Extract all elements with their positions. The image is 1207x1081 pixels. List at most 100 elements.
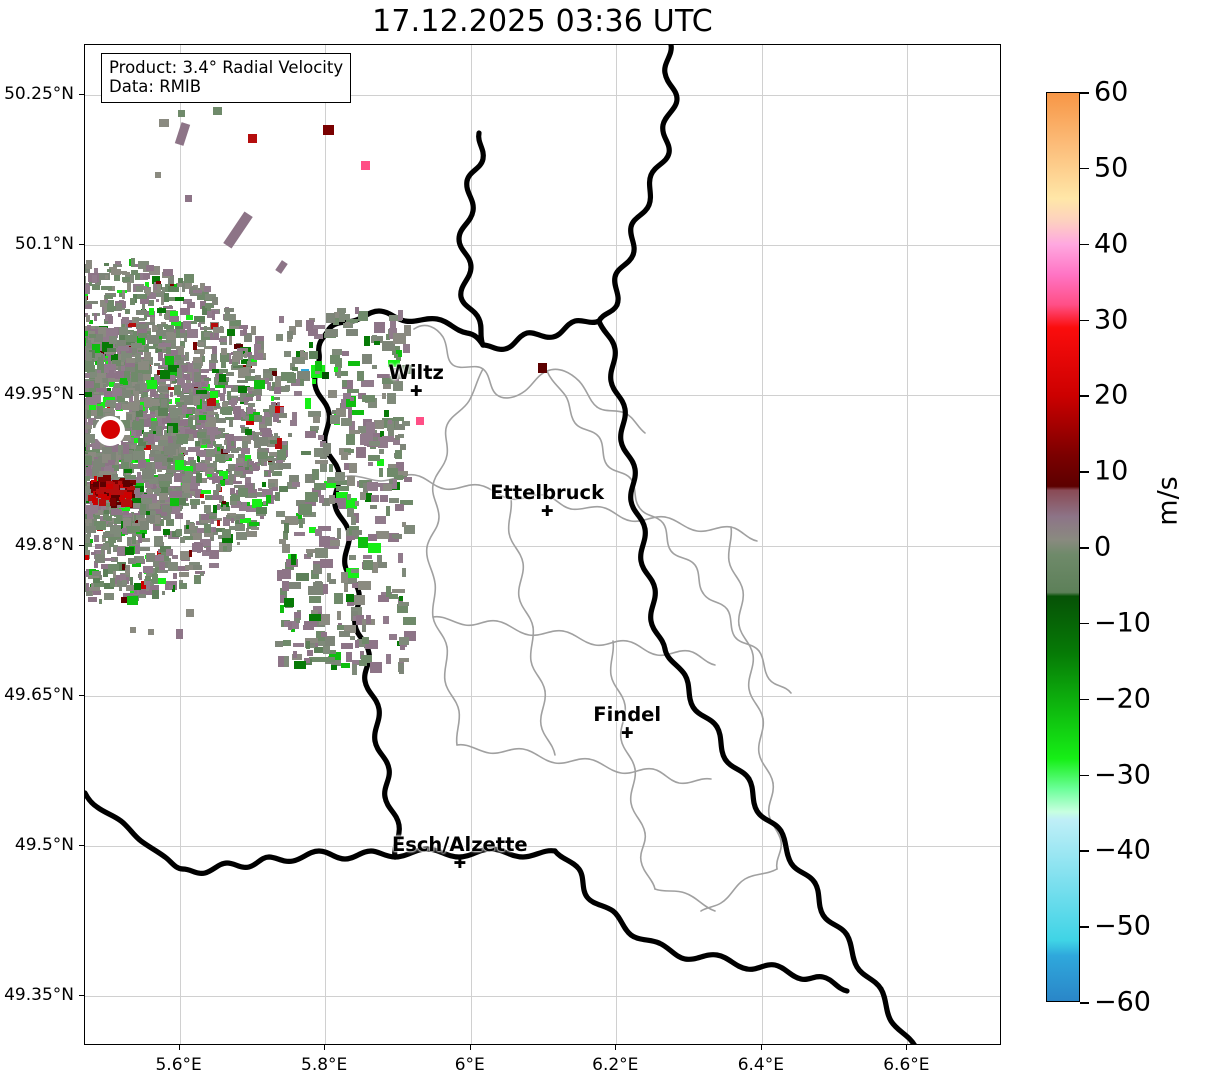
radar-clutter-cell [391,367,402,379]
radar-clutter-cell [132,412,138,418]
radar-clutter-cell [271,470,282,476]
radar-clutter-cell [154,291,165,298]
radar-clutter-cell [85,463,93,473]
radar-clutter-cell [145,581,150,590]
radar-clutter-cell [363,336,370,347]
radar-clutter-cell [193,565,203,571]
radar-clutter-cell [194,482,200,487]
radar-clutter-cell [86,395,97,405]
radar-clutter-cell [111,479,120,483]
radar-clutter-cell [132,347,138,355]
radar-clutter-cell [87,495,96,502]
x-tick-mark [178,1045,180,1050]
radar-clutter-cell [163,429,172,436]
radar-clutter-cell [89,320,94,325]
radar-clutter-cell [362,637,370,645]
radar-clutter-cell [357,311,368,322]
radar-clutter-cell [175,444,182,454]
radar-clutter-cell [160,552,169,562]
radar-clutter-cell [171,378,180,383]
radar-clutter-cell [173,573,178,580]
gridline-horizontal [85,95,1000,97]
radar-clutter-cell [237,541,241,545]
radar-clutter-cell [386,333,391,340]
radar-clutter-cell [325,636,336,647]
radar-clutter-cell [209,534,214,542]
radar-clutter-cell [181,283,185,293]
radar-clutter-cell [133,318,145,322]
radar-clutter-cell [88,331,96,337]
radar-clutter-cell [151,488,161,493]
radar-clutter-cell [85,336,89,344]
radar-clutter-cell [160,484,169,495]
radar-echo-cell [415,417,424,426]
radar-clutter-cell [117,365,124,375]
radar-clutter-cell [111,394,120,401]
colorbar-tick-label: −30 [1094,759,1151,790]
radar-clutter-cell [262,429,272,437]
colorbar[interactable] [1046,92,1080,1002]
radar-clutter-cell [394,470,408,476]
radar-clutter-cell [104,583,115,590]
radar-clutter-cell [113,273,120,282]
radar-clutter-cell [144,287,151,294]
radar-clutter-cell [211,332,220,340]
radar-clutter-cell [85,478,87,487]
radar-clutter-cell [305,548,319,553]
radar-clutter-cell [172,453,184,464]
radar-clutter-cell [243,397,253,402]
radar-clutter-cell [378,467,383,477]
radar-clutter-cell [219,544,224,553]
radar-clutter-cell [328,651,341,660]
radar-clutter-cell [175,346,184,356]
radar-clutter-cell [200,282,206,291]
radar-clutter-cell [170,498,180,507]
radar-clutter-cell [103,461,113,471]
radar-clutter-cell [174,472,183,482]
radar-clutter-cell [108,497,112,502]
radar-clutter-cell [238,487,249,497]
radar-clutter-cell [230,440,234,446]
radar-clutter-cell [139,520,149,530]
radar-clutter-cell [180,340,186,348]
radar-clutter-cell [85,582,90,591]
radar-clutter-cell [92,497,97,504]
radar-clutter-cell [188,396,200,406]
colorbar-tick-label: 20 [1094,379,1129,411]
radar-clutter-cell [221,359,227,368]
radar-clutter-cell [304,398,311,410]
radar-clutter-cell [176,427,184,434]
radar-clutter-cell [143,397,152,408]
radar-clutter-cell [209,333,213,341]
radar-clutter-cell [189,529,196,537]
radar-clutter-cell [175,329,180,339]
radar-clutter-cell [185,377,191,384]
radar-clutter-cell [226,515,231,520]
radar-clutter-cell [118,456,124,461]
radar-clutter-cell [150,317,156,326]
radar-clutter-cell [147,488,154,496]
radar-clutter-cell [200,539,212,547]
radar-clutter-cell [131,380,137,387]
radar-clutter-cell [210,518,215,524]
radar-clutter-cell [315,631,325,642]
radar-clutter-cell [85,373,91,379]
radar-map-plot[interactable]: Wiltz ✚ Ettelbruck ✚ Findel ✚ Esch/Alzette ✚ Pr… [84,44,1001,1045]
radar-clutter-cell [360,491,367,500]
radar-clutter-cell [202,305,208,315]
radar-clutter-cell [346,388,359,393]
city-cross-icon: ✚ [453,853,467,872]
y-tick-mark [79,94,84,96]
radar-clutter-cell [314,483,327,491]
radar-clutter-cell [397,433,404,438]
radar-clutter-cell [254,440,262,449]
radar-clutter-cell [92,482,100,488]
radar-clutter-cell [174,329,186,334]
radar-clutter-cell [106,268,113,272]
radar-clutter-cell [182,405,188,415]
radar-clutter-cell [235,489,239,495]
radar-clutter-cell [135,309,147,315]
radar-clutter-cell [336,407,347,417]
radar-clutter-cell [102,396,115,402]
radar-clutter-cell [85,444,87,452]
